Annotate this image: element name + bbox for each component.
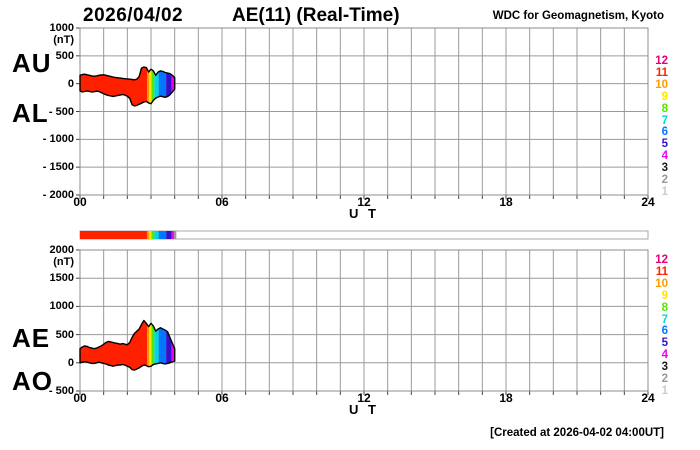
legend-station-count-11: 11 bbox=[655, 66, 668, 79]
observatory-credit: WDC for Geomagnetism, Kyoto bbox=[492, 10, 664, 22]
legend-station-count-4: 4 bbox=[661, 150, 668, 163]
x-axis-title-bottom: U T bbox=[349, 402, 379, 417]
station-colorbar bbox=[79, 230, 649, 240]
x-tick-label: 06 bbox=[215, 195, 229, 209]
y-tick-label: - 2000 bbox=[42, 189, 74, 201]
x-axis-title-top: U T bbox=[349, 206, 379, 221]
legend-station-count-8: 8 bbox=[661, 301, 668, 314]
x-tick-label: 12 bbox=[357, 391, 371, 405]
band-8-stations bbox=[151, 323, 155, 366]
y-tick-label: 2000 bbox=[49, 244, 74, 256]
colorbar-band-10-stations bbox=[146, 231, 150, 239]
y-tick-label: - 1500 bbox=[42, 161, 74, 174]
band-5-stations bbox=[166, 72, 172, 97]
series-label-au: AU bbox=[12, 48, 52, 78]
y-tick-label: 1000 bbox=[49, 22, 74, 34]
x-tick-label: 24 bbox=[641, 391, 655, 405]
x-tick-label: 00 bbox=[73, 391, 87, 405]
x-tick-label: 18 bbox=[499, 391, 513, 405]
created-timestamp: [Created at 2026-04-02 04:00UT] bbox=[490, 427, 664, 439]
legend-station-count-10: 10 bbox=[655, 277, 668, 290]
y-tick-label: - 1000 bbox=[42, 133, 74, 146]
colorbar-band-6-stations bbox=[158, 231, 167, 239]
series-label-ao: AO bbox=[12, 366, 53, 396]
band-10-stations bbox=[147, 68, 150, 104]
plot-bottom bbox=[76, 249, 649, 395]
legend-station-count-11: 11 bbox=[655, 265, 668, 278]
y-tick-label: 0 bbox=[67, 77, 74, 90]
page-title: AE(11) (Real-Time) bbox=[232, 5, 400, 26]
legend-station-count-1: 1 bbox=[661, 185, 668, 198]
band-7-stations bbox=[154, 71, 159, 100]
x-tick-label: 12 bbox=[357, 195, 371, 209]
legend-station-count-3: 3 bbox=[661, 162, 668, 175]
legend-station-count-12: 12 bbox=[655, 55, 668, 67]
legend-station-count-2: 2 bbox=[661, 373, 668, 385]
legend-station-count-2: 2 bbox=[661, 174, 668, 186]
legend-station-count-5: 5 bbox=[661, 138, 668, 151]
band-7-stations bbox=[154, 328, 159, 365]
x-tick-label: 18 bbox=[499, 195, 513, 209]
colorbar-band-8-stations bbox=[151, 231, 155, 239]
band-4-stations bbox=[171, 341, 175, 362]
x-tick-label: 06 bbox=[215, 391, 229, 405]
legend-station-count-12: 12 bbox=[655, 254, 668, 266]
y-axis-unit: (nT) bbox=[53, 34, 74, 46]
colorbar-band-7-stations bbox=[154, 231, 159, 239]
band-11-stations bbox=[80, 320, 147, 371]
y-tick-label: - 500 bbox=[48, 385, 74, 397]
series-label-ae: AE bbox=[12, 323, 51, 353]
y-tick-label: 500 bbox=[55, 328, 74, 341]
band-6-stations bbox=[158, 70, 167, 98]
band-6-stations bbox=[158, 327, 167, 364]
band-10-stations bbox=[147, 324, 150, 367]
colorbar-band-2-stations bbox=[173, 231, 177, 239]
colorbar-band-4-stations bbox=[171, 231, 174, 239]
envelope-outline bbox=[79, 66, 176, 107]
band-4-stations bbox=[171, 74, 175, 93]
legend-station-count-9: 9 bbox=[661, 90, 668, 103]
x-tick-label: 00 bbox=[73, 195, 87, 209]
plot-top bbox=[76, 27, 649, 199]
colorbar-band-11-stations bbox=[80, 231, 147, 239]
legend-station-count-9: 9 bbox=[661, 289, 668, 302]
band-9-stations bbox=[149, 323, 152, 367]
y-tick-label: 1500 bbox=[49, 272, 74, 285]
series-label-al: AL bbox=[12, 98, 49, 128]
envelope-outline bbox=[79, 319, 176, 371]
legend-station-count-8: 8 bbox=[661, 102, 668, 115]
legend-station-count-5: 5 bbox=[661, 337, 668, 350]
x-tick-label: 24 bbox=[641, 195, 655, 209]
colorbar-band-9-stations bbox=[149, 231, 152, 239]
legend-station-count-6: 6 bbox=[661, 325, 668, 338]
y-tick-label: 0 bbox=[67, 356, 74, 369]
y-tick-label: - 500 bbox=[48, 105, 74, 118]
y-tick-label: 500 bbox=[55, 49, 74, 62]
y-axis-unit: (nT) bbox=[53, 256, 74, 268]
legend-station-count-7: 7 bbox=[661, 313, 668, 326]
legend-station-count-3: 3 bbox=[661, 361, 668, 374]
legend-station-count-4: 4 bbox=[661, 349, 668, 362]
y-tick-label: 1000 bbox=[49, 300, 74, 313]
legend-station-count-7: 7 bbox=[661, 114, 668, 127]
legend-station-count-1: 1 bbox=[661, 384, 668, 397]
plot-date: 2026/04/02 bbox=[83, 5, 184, 26]
colorbar-band-5-stations bbox=[166, 231, 172, 239]
legend-station-count-10: 10 bbox=[655, 78, 668, 91]
band-8-stations bbox=[151, 69, 155, 103]
legend-station-count-6: 6 bbox=[661, 126, 668, 139]
band-11-stations bbox=[80, 67, 147, 106]
band-9-stations bbox=[149, 69, 152, 104]
